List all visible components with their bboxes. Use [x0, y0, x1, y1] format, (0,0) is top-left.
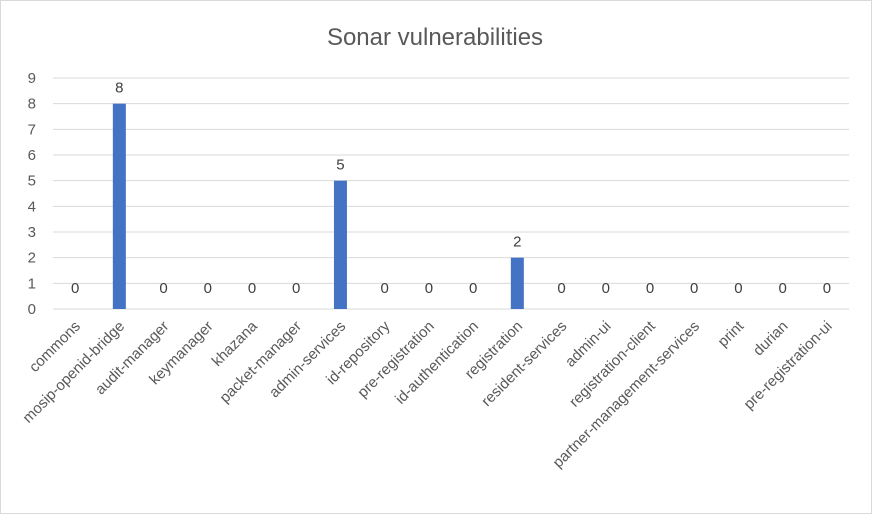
data-label: 0	[557, 280, 565, 297]
data-label: 0	[380, 280, 388, 297]
bar	[510, 257, 524, 309]
data-label: 0	[159, 280, 167, 297]
x-category-label: durian	[750, 318, 792, 360]
bar	[333, 180, 347, 309]
chart-title: Sonar vulnerabilities	[327, 24, 543, 51]
data-label: 0	[204, 280, 212, 297]
data-label: 0	[778, 280, 786, 297]
y-tick-label: 9	[28, 70, 36, 87]
y-tick-label: 4	[28, 198, 36, 215]
data-label: 5	[336, 157, 344, 174]
data-label: 0	[469, 280, 477, 297]
x-category-label: print	[715, 317, 748, 350]
x-category-label: pre-registration	[354, 318, 437, 401]
y-tick-label: 5	[28, 173, 36, 190]
y-tick-label: 1	[28, 275, 36, 292]
data-label: 0	[248, 280, 256, 297]
data-label: 0	[602, 280, 610, 297]
bar	[112, 103, 126, 310]
y-tick-label: 6	[28, 147, 36, 164]
y-tick-label: 0	[28, 301, 36, 318]
y-tick-label: 2	[28, 250, 36, 267]
data-label: 8	[115, 80, 123, 97]
data-label: 0	[734, 280, 742, 297]
data-label: 0	[71, 280, 79, 297]
x-axis-categories: commonsmosip-openid-bridgeaudit-managerk…	[19, 317, 835, 471]
data-labels: 0 8 0 0 0 0 5 0 0 0 2 0 0 0 0 0 0 0	[71, 80, 831, 297]
data-label: 0	[646, 280, 654, 297]
data-label: 2	[513, 234, 521, 251]
data-label: 0	[292, 280, 300, 297]
y-tick-label: 7	[28, 121, 36, 138]
y-axis-ticks: 0 1 2 3 4 5 6 7 8 9	[28, 70, 36, 318]
bars	[112, 103, 524, 310]
data-label: 0	[823, 280, 831, 297]
y-tick-label: 8	[28, 96, 36, 113]
data-label: 0	[425, 280, 433, 297]
x-category-label: admin-services	[266, 318, 349, 401]
gridlines	[53, 77, 849, 310]
y-tick-label: 3	[28, 224, 36, 241]
data-label: 0	[690, 280, 698, 297]
